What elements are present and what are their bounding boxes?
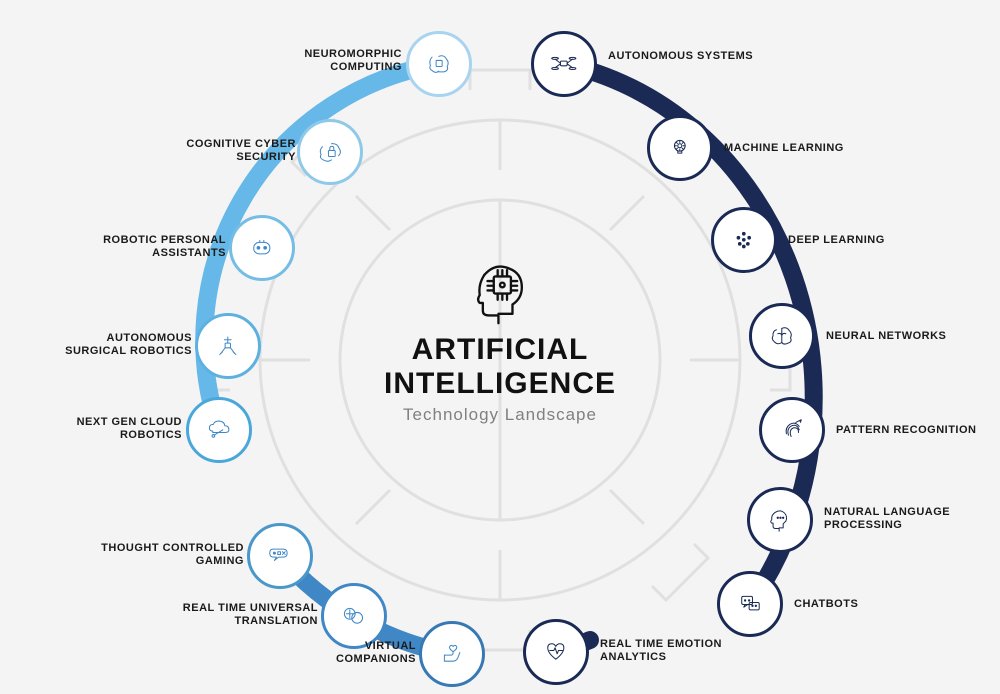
- speech-head-icon: [763, 503, 797, 537]
- node-pattern-recog: [759, 397, 825, 463]
- node-cyber-security: [297, 119, 363, 185]
- center-ai-icon: [461, 253, 539, 331]
- title-line2: INTELLIGENCE: [330, 367, 670, 401]
- label-machine-learning: MACHINE LEARNING: [724, 142, 894, 155]
- label-surgical-robotics: AUTONOMOUS SURGICAL ROBOTICS: [50, 332, 192, 358]
- heart-pulse-icon: [539, 635, 573, 669]
- title-block: ARTIFICIAL INTELLIGENCE Technology Lands…: [330, 333, 670, 425]
- node-neuromorphic: [406, 31, 472, 97]
- label-translation: REAL TIME UNIVERSAL TRANSLATION: [154, 602, 318, 628]
- drone-icon: [547, 47, 581, 81]
- brain-icon: [765, 319, 799, 353]
- surgical-robot-icon: [211, 329, 245, 363]
- gear-bulb-icon: [663, 131, 697, 165]
- label-personal-assist: ROBOTIC PERSONAL ASSISTANTS: [92, 234, 226, 260]
- node-emotion-analytics: [523, 619, 589, 685]
- label-cloud-robotics: NEXT GEN CLOUD ROBOTICS: [52, 416, 182, 442]
- cloud-robot-icon: [202, 413, 236, 447]
- title-line1: ARTIFICIAL: [330, 333, 670, 367]
- brain-chip-icon: [422, 47, 456, 81]
- label-virtual-companion: VIRTUAL COMPANIONS: [312, 640, 416, 666]
- node-surgical-robotics: [195, 313, 261, 379]
- node-autonomous-sys: [531, 31, 597, 97]
- chatbot-icon: [733, 587, 767, 621]
- label-cyber-security: COGNITIVE CYBER SECURITY: [168, 138, 296, 164]
- infographic-stage: ARTIFICIAL INTELLIGENCE Technology Lands…: [0, 0, 1000, 694]
- label-nlp: NATURAL LANGUAGE PROCESSING: [824, 506, 974, 532]
- label-thought-gaming: THOUGHT CONTROLLED GAMING: [88, 542, 244, 568]
- dots-network-icon: [727, 223, 761, 257]
- label-chatbots: CHATBOTS: [794, 598, 914, 611]
- node-nlp: [747, 487, 813, 553]
- robot-head-icon: [245, 231, 279, 265]
- label-emotion-analytics: REAL TIME EMOTION ANALYTICS: [600, 638, 750, 664]
- node-chatbots: [717, 571, 783, 637]
- node-deep-learning: [711, 207, 777, 273]
- label-pattern-recog: PATTERN RECOGNITION: [836, 424, 996, 437]
- label-neuromorphic: NEUROMORPHIC COMPUTING: [272, 48, 402, 74]
- node-machine-learning: [647, 115, 713, 181]
- node-personal-assist: [229, 215, 295, 281]
- node-cloud-robotics: [186, 397, 252, 463]
- hand-heart-icon: [435, 637, 469, 671]
- label-neural-networks: NEURAL NETWORKS: [826, 330, 976, 343]
- fingerprint-icon: [775, 413, 809, 447]
- label-deep-learning: DEEP LEARNING: [788, 234, 938, 247]
- label-autonomous-sys: AUTONOMOUS SYSTEMS: [608, 50, 758, 63]
- translate-icon: [337, 599, 371, 633]
- brain-lock-icon: [313, 135, 347, 169]
- node-neural-networks: [749, 303, 815, 369]
- subtitle: Technology Landscape: [330, 405, 670, 425]
- thought-game-icon: [263, 539, 297, 573]
- node-virtual-companion: [419, 621, 485, 687]
- node-thought-gaming: [247, 523, 313, 589]
